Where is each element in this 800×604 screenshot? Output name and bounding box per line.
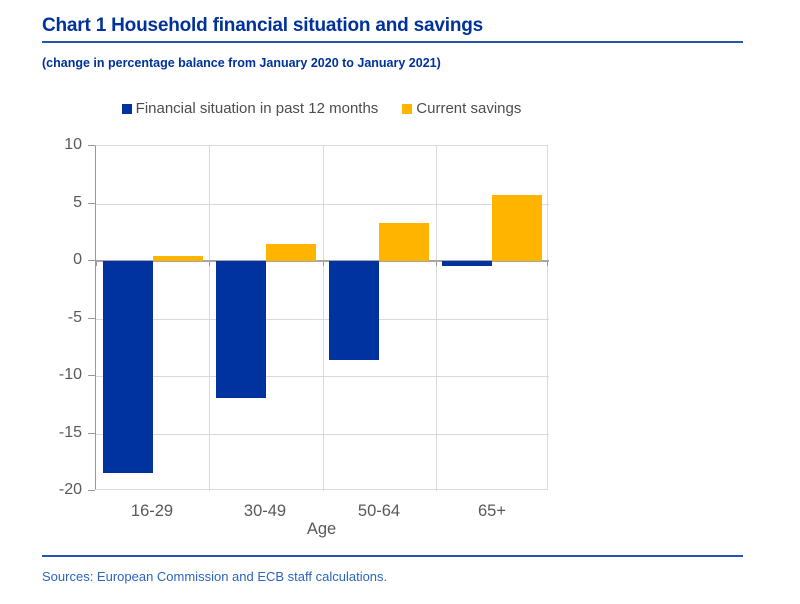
h-gridline (96, 376, 549, 377)
x-axis-tick (96, 262, 97, 266)
h-gridline (96, 319, 549, 320)
x-axis-title: Age (306, 520, 337, 538)
v-gridline (209, 146, 210, 491)
y-axis-tick (88, 203, 95, 204)
chart-title: Chart 1 Household financial situation an… (42, 15, 483, 36)
bar-financial-situation-50-64 (329, 261, 379, 360)
legend-label: Current savings (416, 100, 522, 117)
bar-current-savings-65+ (492, 195, 542, 261)
y-axis-tick (88, 318, 95, 319)
y-axis-tick (88, 260, 95, 261)
y-tick-label: 5 (73, 194, 82, 211)
legend-item: Current savings (402, 100, 521, 117)
legend-swatch-icon (121, 103, 132, 114)
bar-financial-situation-65+ (442, 261, 492, 266)
y-tick-label: 0 (73, 251, 82, 268)
legend: Financial situation in past 12 months Cur… (95, 100, 548, 117)
y-tick-label: -15 (58, 424, 82, 441)
bar-financial-situation-30-49 (216, 261, 266, 398)
x-axis-tick (436, 262, 437, 266)
h-gridline (96, 204, 549, 205)
y-axis-tick (88, 433, 95, 434)
x-axis-tick (209, 262, 210, 266)
chart-subtitle: (change in percentage balance from Janua… (42, 56, 441, 70)
y-axis-tick (88, 145, 95, 146)
zero-axis-line (96, 260, 549, 262)
footer-divider (42, 555, 743, 557)
y-tick-label: -5 (67, 309, 82, 326)
y-axis-tick (88, 375, 95, 376)
x-axis-tick (547, 262, 548, 266)
y-tick-label: -20 (58, 481, 82, 498)
y-axis-tick (88, 490, 95, 491)
title-divider (42, 41, 743, 43)
bar-current-savings-50-64 (379, 223, 429, 261)
bar-financial-situation-16-29 (103, 261, 153, 473)
legend-item: Financial situation in past 12 months (121, 100, 379, 117)
bar-current-savings-16-29 (153, 256, 203, 261)
x-tick-label: 65+ (478, 502, 506, 520)
y-tick-label: -10 (58, 366, 82, 383)
sources-note: Sources: European Commission and ECB sta… (42, 569, 388, 584)
v-gridline (323, 146, 324, 491)
legend-label: Financial situation in past 12 months (135, 100, 379, 117)
legend-swatch-icon (402, 103, 413, 114)
plot-area (95, 145, 549, 491)
x-tick-label: 50-64 (357, 502, 401, 520)
x-tick-label: 30-49 (243, 502, 287, 520)
v-gridline (436, 146, 437, 491)
x-axis-tick (323, 262, 324, 266)
bar-current-savings-30-49 (266, 244, 316, 261)
y-tick-label: 10 (64, 136, 82, 153)
h-gridline (96, 434, 549, 435)
x-tick-label: 16-29 (130, 502, 174, 520)
